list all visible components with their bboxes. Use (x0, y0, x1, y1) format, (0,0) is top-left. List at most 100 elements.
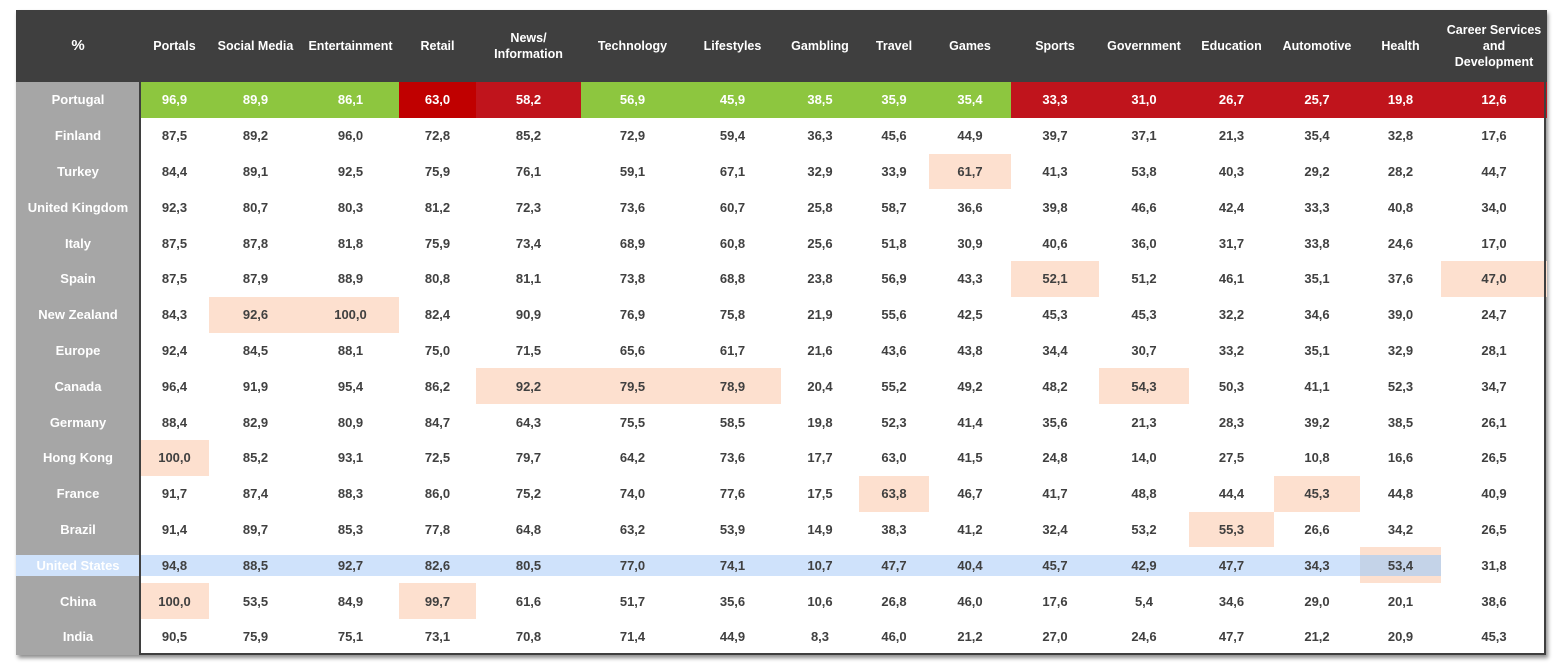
column-header: Technology (581, 10, 684, 82)
table-cell: 39,8 (1042, 199, 1068, 215)
column-header: Sports (1011, 10, 1099, 82)
row-label: Canada (16, 368, 140, 405)
row-label: India (16, 619, 140, 655)
table-cell: 90,5 (161, 629, 188, 645)
table-cell: 43,8 (957, 342, 983, 358)
table-cell: 92,5 (337, 163, 364, 179)
table-cell: 77,6 (719, 486, 746, 502)
table-cell: 20,9 (1387, 629, 1414, 645)
table-cell: 17,6 (1042, 593, 1068, 609)
table-cell: 44,9 (957, 128, 983, 144)
table-cell: 86,2 (424, 378, 451, 394)
table-cell: 21,2 (1304, 629, 1330, 645)
table-cell: 5,4 (1134, 593, 1154, 609)
table-cell: 58,5 (719, 414, 746, 430)
table-cell: 20,4 (807, 378, 833, 394)
table-cell: 99,7 (399, 583, 476, 619)
table-cell: 39,7 (1042, 128, 1068, 144)
table-cell: 24,8 (1042, 450, 1068, 466)
table-cell: 36,0 (1131, 235, 1157, 251)
table-row: Canada 96,4 91,9 95,4 86,2 92,2 79,5 78,9 20,4 55… (16, 368, 1546, 405)
table-cell: 68,9 (619, 235, 646, 251)
table-cell: 21,9 (807, 307, 833, 323)
column-header: Health (1360, 10, 1441, 82)
table-cell: 47,0 (1441, 261, 1547, 297)
table-cell: 89,1 (242, 163, 269, 179)
table-cell: 89,2 (242, 128, 269, 144)
table-cell: 10,8 (1304, 450, 1330, 466)
table-cell: 92,7 (337, 557, 364, 573)
table-cell: 17,6 (1481, 128, 1507, 144)
table-cell: 91,9 (242, 378, 269, 394)
table-cell: 40,6 (1042, 235, 1068, 251)
table-cell: 43,3 (957, 271, 983, 287)
table-cell: 51,7 (619, 593, 646, 609)
table-cell: 73,6 (619, 199, 646, 215)
table-cell: 41,5 (957, 450, 983, 466)
table-cell: 61,7 (929, 153, 1011, 190)
table-row: Europe 92,4 84,5 88,1 75,0 71,5 65,6 61,7 21,6 43… (16, 332, 1546, 369)
table-cell: 87,5 (161, 235, 188, 251)
table-cell: 59,4 (719, 128, 746, 144)
table-cell: 48,2 (1042, 378, 1068, 394)
table-cell: 17,0 (1481, 235, 1507, 251)
table-cell: 88,4 (161, 414, 188, 430)
table-cell: 77,8 (424, 521, 451, 537)
table-cell: 36,6 (957, 199, 983, 215)
table-cell: 27,0 (1042, 629, 1068, 645)
table-cell: 45,3 (1042, 307, 1068, 323)
table-cell: 82,9 (242, 414, 269, 430)
table-cell: 41,3 (1042, 163, 1068, 179)
table-row: India 90,5 75,9 75,1 73,1 70,8 71,4 44,9 8,3 46,0… (16, 619, 1546, 655)
table-row: Italy 87,5 87,8 81,8 75,9 73,4 68,9 60,8 25,6 51,… (16, 225, 1546, 261)
table-cell: 17,5 (807, 486, 833, 502)
table-cell: 92,6 (209, 296, 302, 333)
table-cell: 37,6 (1387, 271, 1414, 287)
table-cell: 26,7 (1189, 82, 1274, 118)
table-cell: 63,0 (399, 82, 476, 118)
table-cell: 63,2 (619, 521, 646, 537)
table-cell: 93,1 (337, 450, 364, 466)
table-cell: 92,2 (476, 368, 581, 405)
table-cell: 73,6 (719, 450, 746, 466)
table-cell: 58,2 (476, 82, 581, 118)
table-cell: 27,5 (1218, 450, 1245, 466)
table-cell: 84,5 (242, 342, 269, 358)
table-cell: 52,1 (1011, 261, 1099, 297)
row-label: Turkey (16, 153, 140, 190)
column-header: Entertainment (302, 10, 399, 82)
table-cell: 35,6 (1042, 414, 1068, 430)
table-cell: 17,7 (807, 450, 833, 466)
table-cell: 19,8 (807, 414, 833, 430)
table-cell: 58,7 (881, 199, 907, 215)
row-label: Hong Kong (16, 440, 140, 476)
table-row: Spain 87,5 87,9 88,9 80,8 81,1 73,8 68,8 23,8 56,… (16, 261, 1547, 297)
table-cell: 43,6 (881, 342, 907, 358)
table-cell: 34,6 (1218, 593, 1245, 609)
row-label: France (16, 475, 140, 512)
row-label: China (16, 583, 140, 619)
table-cell: 55,6 (881, 307, 907, 323)
table-cell: 94,8 (161, 557, 188, 573)
table-cell: 52,3 (1387, 378, 1414, 394)
table-cell: 74,1 (719, 557, 746, 573)
row-label: Spain (16, 261, 140, 297)
corner-header: % (16, 10, 140, 82)
table-cell: 45,3 (1481, 629, 1507, 645)
table-cell: 44,7 (1481, 163, 1507, 179)
table-cell: 10,7 (807, 557, 833, 573)
row-label: Italy (16, 225, 140, 261)
column-header: Education (1189, 10, 1274, 82)
column-header: Games (929, 10, 1011, 82)
table-cell: 87,5 (161, 271, 188, 287)
table-cell: 39,0 (1387, 307, 1414, 323)
table-cell: 75,2 (515, 486, 542, 502)
table-cell: 47,7 (881, 557, 907, 573)
row-label: Brazil (16, 511, 140, 548)
table-cell: 14,9 (807, 521, 833, 537)
table-cell: 70,8 (515, 629, 542, 645)
table-cell: 53,4 (1360, 547, 1441, 584)
table-cell: 41,1 (1304, 378, 1330, 394)
table-cell: 35,4 (1304, 128, 1330, 144)
table-cell: 21,3 (1218, 128, 1245, 144)
